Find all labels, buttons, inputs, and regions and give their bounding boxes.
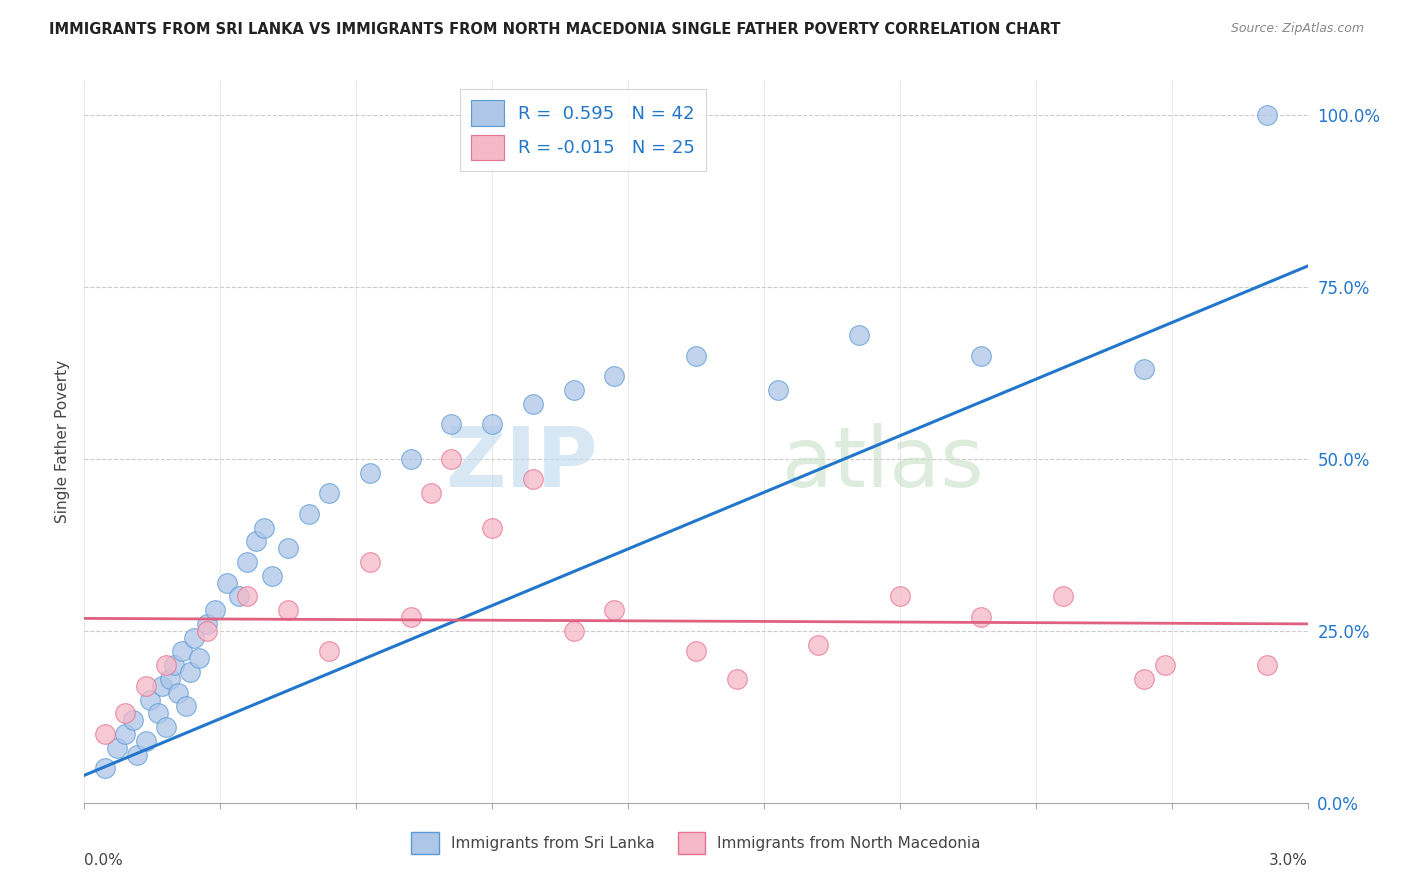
- Point: [766, 383, 789, 397]
- Point: [685, 349, 707, 363]
- Point: [135, 734, 157, 748]
- Point: [93, 727, 117, 741]
- Point: [236, 555, 259, 569]
- Y-axis label: Single Father Poverty: Single Father Poverty: [55, 360, 70, 523]
- Point: [522, 397, 544, 411]
- Point: [318, 486, 340, 500]
- Text: IMMIGRANTS FROM SRI LANKA VS IMMIGRANTS FROM NORTH MACEDONIA SINGLE FATHER POVER: IMMIGRANTS FROM SRI LANKA VS IMMIGRANTS …: [49, 22, 1060, 37]
- Point: [114, 727, 136, 741]
- Point: [146, 706, 169, 721]
- Point: [807, 638, 830, 652]
- Point: [481, 520, 503, 534]
- Point: [277, 541, 299, 556]
- Point: [105, 740, 128, 755]
- Point: [253, 520, 276, 534]
- Point: [1256, 108, 1278, 122]
- Point: [217, 575, 239, 590]
- Point: [127, 747, 149, 762]
- Point: [195, 624, 218, 638]
- Point: [138, 692, 160, 706]
- Point: [440, 451, 463, 466]
- Point: [195, 616, 218, 631]
- Point: [399, 451, 422, 466]
- Point: [236, 590, 259, 604]
- Point: [204, 603, 226, 617]
- Point: [970, 610, 993, 624]
- Point: [889, 590, 911, 604]
- Point: [93, 761, 117, 775]
- Point: [277, 603, 299, 617]
- Point: [1133, 672, 1156, 686]
- Point: [114, 706, 136, 721]
- Point: [163, 658, 186, 673]
- Point: [420, 486, 443, 500]
- Point: [603, 603, 626, 617]
- Point: [159, 672, 181, 686]
- Point: [260, 568, 283, 582]
- Point: [725, 672, 748, 686]
- Point: [122, 713, 145, 727]
- Point: [562, 624, 585, 638]
- Point: [179, 665, 201, 679]
- Point: [562, 383, 585, 397]
- Point: [172, 644, 194, 658]
- Point: [318, 644, 340, 658]
- Point: [359, 555, 381, 569]
- Point: [155, 658, 177, 673]
- Text: Source: ZipAtlas.com: Source: ZipAtlas.com: [1230, 22, 1364, 36]
- Point: [228, 590, 250, 604]
- Point: [522, 472, 544, 486]
- Point: [399, 610, 422, 624]
- Text: 3.0%: 3.0%: [1268, 854, 1308, 869]
- Text: atlas: atlas: [782, 423, 983, 504]
- Point: [970, 349, 993, 363]
- Point: [155, 720, 177, 734]
- Point: [150, 679, 173, 693]
- Point: [167, 686, 190, 700]
- Legend: Immigrants from Sri Lanka, Immigrants from North Macedonia: Immigrants from Sri Lanka, Immigrants fr…: [405, 826, 987, 860]
- Point: [176, 699, 198, 714]
- Point: [481, 417, 503, 432]
- Point: [183, 631, 205, 645]
- Point: [685, 644, 707, 658]
- Point: [1133, 362, 1156, 376]
- Point: [245, 534, 267, 549]
- Point: [298, 507, 321, 521]
- Point: [1154, 658, 1177, 673]
- Point: [187, 651, 209, 665]
- Point: [1052, 590, 1074, 604]
- Point: [135, 679, 157, 693]
- Point: [1256, 658, 1278, 673]
- Text: 0.0%: 0.0%: [84, 854, 124, 869]
- Text: ZIP: ZIP: [446, 423, 598, 504]
- Point: [603, 369, 626, 384]
- Point: [848, 327, 870, 342]
- Point: [359, 466, 381, 480]
- Point: [440, 417, 463, 432]
